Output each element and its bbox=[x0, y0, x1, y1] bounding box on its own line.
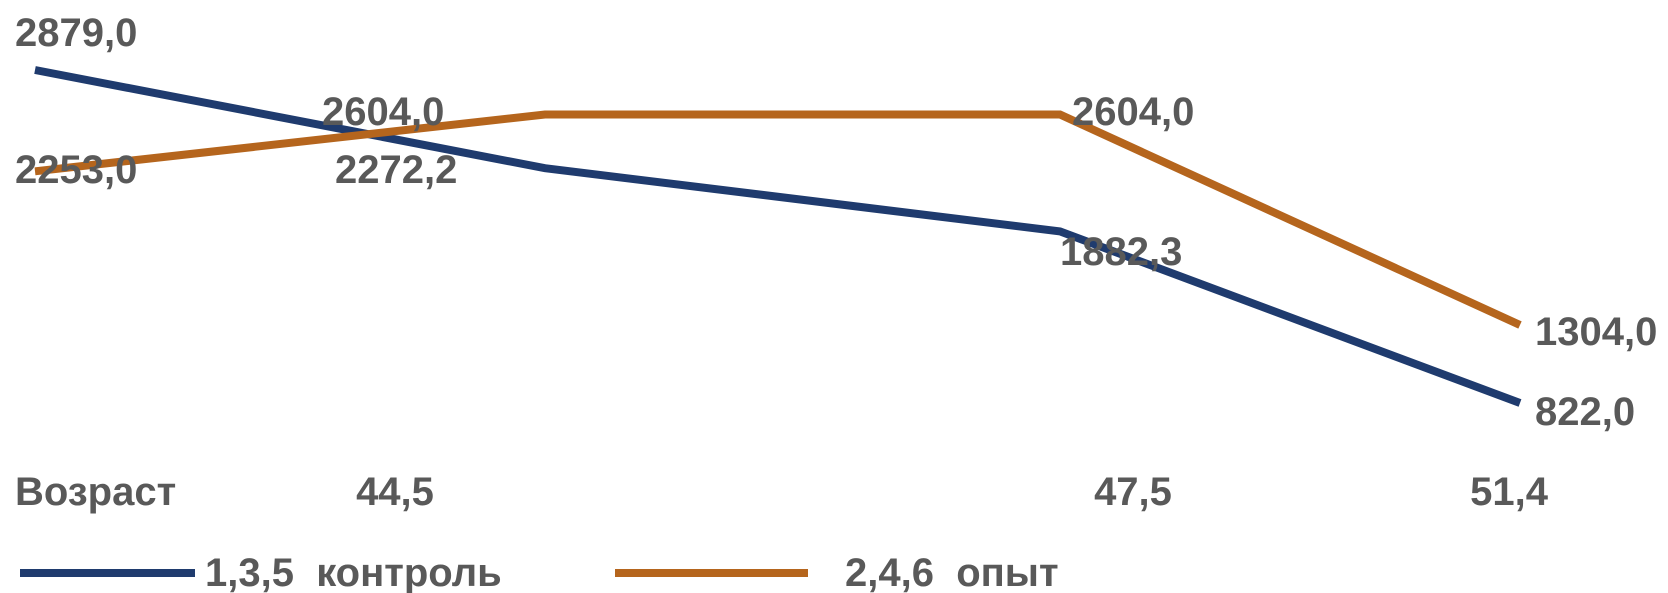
series-line-control bbox=[34, 66, 1522, 407]
data-label: 1882,3 bbox=[1060, 230, 1182, 274]
series-line-experiment bbox=[34, 110, 1522, 329]
legend-label-control: 1,3,5 контроль bbox=[205, 551, 502, 593]
series-layer bbox=[34, 66, 1522, 407]
x-tick-label: 51,4 bbox=[1470, 470, 1549, 514]
legend-label-experiment: 2,4,6 опыт bbox=[845, 551, 1059, 593]
data-label: 1304,0 bbox=[1535, 310, 1657, 354]
x-tick-label: 44,5 bbox=[356, 470, 434, 514]
legend: 1,3,5 контроль 2,4,6 опыт bbox=[20, 551, 1059, 593]
data-label: 2272,2 bbox=[335, 148, 457, 192]
data-label: 2604,0 bbox=[322, 90, 444, 134]
data-label-layer: 2879,0 2272,2 1882,3 822,0 2253,0 2604,0 2604,… bbox=[15, 11, 1657, 434]
x-axis-category-labels: Возраст 44,5 47,5 51,4 bbox=[15, 470, 1549, 514]
x-tick-label: Возраст bbox=[15, 470, 176, 514]
data-label: 822,0 bbox=[1535, 390, 1635, 434]
x-tick-label: 47,5 bbox=[1094, 470, 1172, 514]
data-label: 2604,0 bbox=[1072, 90, 1194, 134]
data-label: 2879,0 bbox=[15, 11, 137, 55]
data-label: 2253,0 bbox=[15, 148, 137, 192]
